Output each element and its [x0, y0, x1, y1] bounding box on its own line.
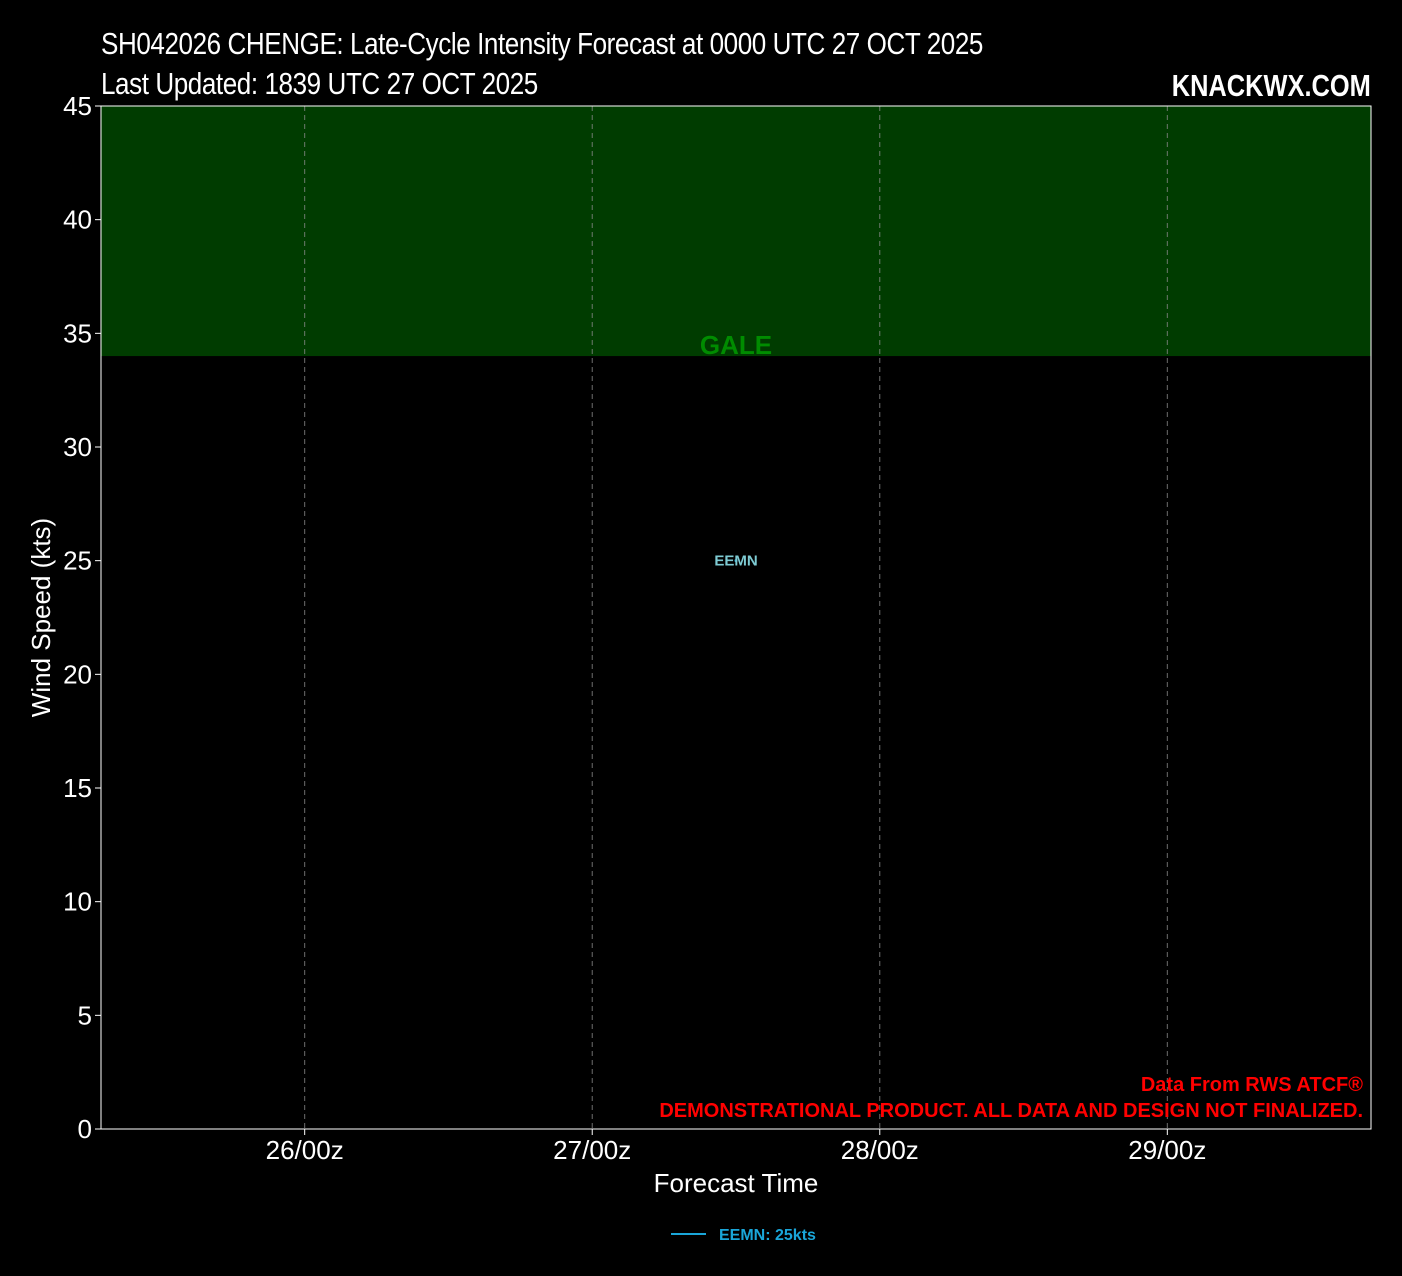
x-axis-label: Forecast Time [654, 1168, 819, 1198]
x-tick-label: 27/00z [553, 1135, 631, 1165]
y-tick-label: 35 [63, 318, 92, 348]
x-axis-ticks: 26/00z 27/00z 28/00z 29/00z [266, 1129, 1206, 1165]
y-axis-ticks: 0 5 10 15 20 25 30 35 40 45 [63, 91, 101, 1144]
y-axis-label: Wind Speed (kts) [26, 518, 56, 717]
legend-label-eemn: EEMN: 25kts [719, 1227, 816, 1244]
eemn-point-label: EEMN [714, 553, 757, 570]
y-tick-label: 30 [63, 432, 92, 462]
chart-title: SH042026 CHENGE: Late-Cycle Intensity Fo… [101, 26, 983, 61]
y-tick-label: 10 [63, 887, 92, 917]
y-tick-label: 45 [63, 91, 92, 121]
legend: EEMN: 25kts [671, 1227, 816, 1244]
gale-band-label: GALE [700, 330, 772, 360]
data-source-note: Data From RWS ATCF® [1141, 1074, 1363, 1096]
y-tick-label: 0 [78, 1114, 92, 1144]
x-tick-label: 26/00z [266, 1135, 344, 1165]
y-tick-label: 20 [63, 659, 92, 689]
x-tick-label: 28/00z [841, 1135, 919, 1165]
y-tick-label: 15 [63, 773, 92, 803]
plot-frame [100, 105, 1372, 1130]
x-tick-label: 29/00z [1128, 1135, 1206, 1165]
series-marks: EEMN [714, 553, 757, 570]
y-tick-label: 40 [63, 205, 92, 235]
brand-logo-text: KNACKWX.COM [1171, 68, 1371, 103]
disclaimer-note: DEMONSTRATIONAL PRODUCT. ALL DATA AND DE… [659, 1100, 1363, 1122]
chart-subtitle: Last Updated: 1839 UTC 27 OCT 2025 [101, 66, 538, 101]
gale-band [101, 106, 1371, 357]
eemn-data-point [734, 559, 738, 563]
y-tick-label: 25 [63, 546, 92, 576]
y-tick-label: 5 [78, 1000, 92, 1030]
threshold-bands: GALE [101, 106, 1371, 360]
